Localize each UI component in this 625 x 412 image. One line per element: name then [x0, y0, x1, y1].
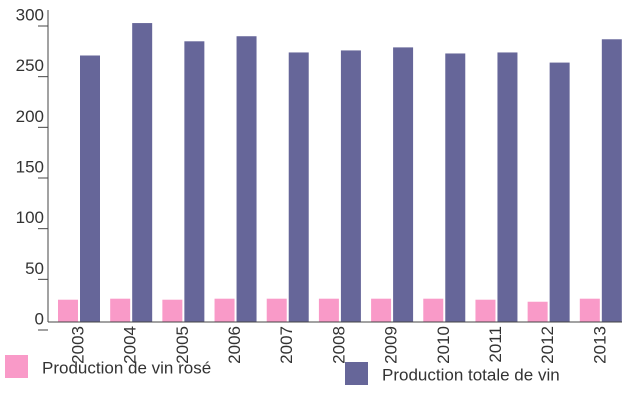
x-tick-label: 2009	[382, 326, 401, 364]
y-tick-label: 0	[35, 309, 44, 328]
bar	[549, 62, 570, 322]
bar	[132, 23, 153, 323]
bar	[80, 55, 100, 322]
bar	[371, 298, 392, 322]
x-tick-label: 2013	[590, 326, 609, 364]
legend-swatch	[345, 362, 368, 385]
x-tick-label: 2006	[225, 326, 244, 364]
y-tick-label: 100	[16, 208, 44, 227]
bar	[288, 52, 309, 322]
y-tick-label: 250	[16, 56, 44, 75]
bar	[58, 299, 78, 322]
bar	[423, 298, 444, 322]
x-tick-label: 2008	[329, 326, 348, 364]
bar	[527, 301, 548, 322]
legend-swatch	[5, 355, 28, 378]
bar	[445, 53, 466, 322]
y-tick-label: 200	[16, 107, 44, 126]
bar	[110, 298, 131, 322]
bar	[393, 47, 414, 323]
bar	[162, 299, 183, 322]
x-tick-label: 2010	[434, 326, 453, 364]
legend-label: Production de vin rosé	[42, 358, 211, 377]
bar	[579, 298, 600, 322]
x-tick-label: 2004	[121, 326, 140, 364]
bar	[266, 298, 287, 322]
bar	[214, 298, 235, 322]
y-tick-label: 150	[16, 157, 44, 176]
x-tick-label: 2003	[68, 326, 87, 364]
legend-label: Production totale de vin	[382, 365, 560, 384]
bar	[340, 50, 361, 322]
bar	[236, 36, 257, 323]
bar	[601, 39, 622, 322]
bar	[497, 52, 518, 322]
bar	[184, 41, 205, 322]
x-tick-label: 2011	[486, 326, 505, 363]
y-tick-label: 50	[25, 259, 44, 278]
y-tick-label: 300	[16, 5, 44, 24]
x-tick-label: 2012	[538, 326, 557, 364]
x-tick-label: 2007	[277, 326, 296, 364]
bar	[475, 299, 496, 322]
x-tick-label: 2005	[173, 326, 192, 364]
bar	[318, 298, 339, 322]
